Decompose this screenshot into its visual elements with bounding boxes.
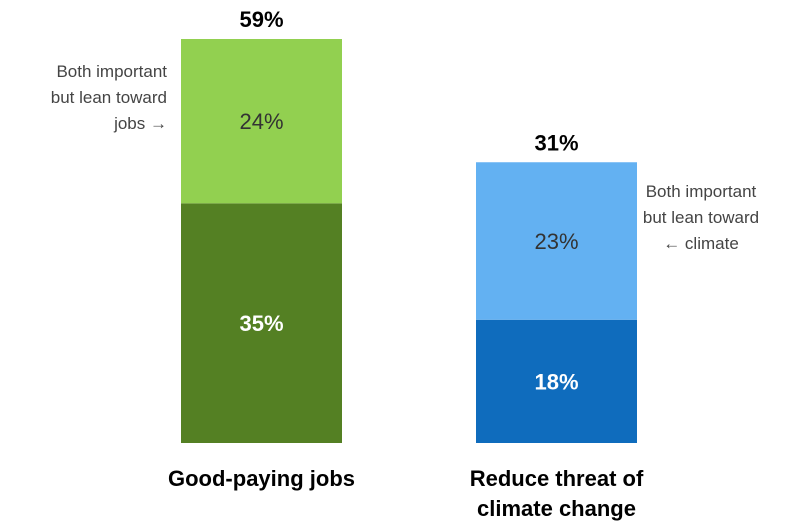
annotation-0-line-2: jobs → bbox=[113, 114, 167, 133]
segment-label-0-0: 35% bbox=[239, 311, 283, 336]
segment-label-0-1: 24% bbox=[239, 109, 283, 134]
total-label-1: 31% bbox=[534, 130, 578, 155]
segment-label-1-0: 18% bbox=[534, 369, 578, 394]
category-label-1-1: climate change bbox=[477, 496, 636, 521]
total-label-0: 59% bbox=[239, 7, 283, 32]
segment-label-1-1: 23% bbox=[534, 229, 578, 254]
annotation-0-line-1: but lean toward bbox=[51, 88, 167, 107]
bar-segment-1-1 bbox=[476, 162, 637, 320]
bar-segment-0-1 bbox=[181, 39, 342, 204]
annotation-1-line-1: but lean toward bbox=[643, 208, 759, 227]
bar-segment-0-0 bbox=[181, 203, 342, 443]
annotation-0-line-0: Both important bbox=[56, 62, 167, 81]
annotation-1-line-0: Both important bbox=[646, 182, 757, 201]
annotation-1-line-2: ← climate bbox=[663, 234, 739, 253]
category-label-0-0: Good-paying jobs bbox=[168, 466, 355, 491]
bar-segment-1-0 bbox=[476, 319, 637, 443]
category-label-1-0: Reduce threat of bbox=[470, 466, 644, 491]
